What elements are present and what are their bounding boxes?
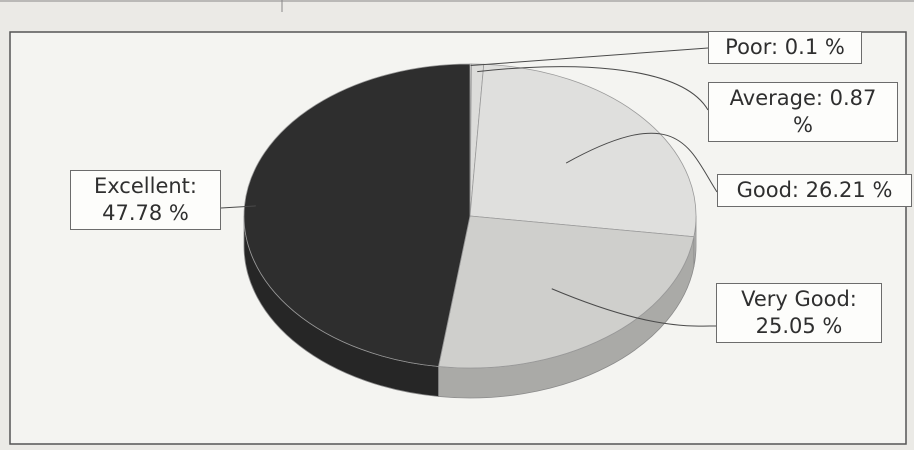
pie-slice-very-good xyxy=(438,215,695,369)
label-very-good-value: 25.05 % xyxy=(755,314,843,338)
pie-slice-good xyxy=(469,63,697,238)
label-poor-name: Poor: xyxy=(725,35,779,59)
label-poor-text: Poor: 0.1 % xyxy=(716,34,854,61)
label-good-text: Good: 26.21 % xyxy=(725,177,904,204)
leader-line-good xyxy=(565,132,718,193)
label-good: Good: 26.21 % xyxy=(717,174,912,207)
label-good-value: 26.21 % xyxy=(805,178,893,202)
label-poor: Poor: 0.1 % xyxy=(708,31,862,64)
label-good-name: Good: xyxy=(736,178,799,202)
label-average-name: Average: 0.87 xyxy=(729,86,877,110)
label-excellent-name: Excellent: xyxy=(93,174,197,198)
label-excellent: Excellent: 47.78 % xyxy=(70,170,221,230)
leader-line-excellent xyxy=(220,205,256,209)
label-poor-value: 0.1 % xyxy=(784,35,845,59)
label-average: Average: 0.87 % xyxy=(708,82,898,142)
leader-line-average xyxy=(477,66,709,111)
leader-line-poor xyxy=(470,47,709,67)
label-very-good-name: Very Good: xyxy=(741,287,857,311)
pie-slice-excellent xyxy=(243,63,471,367)
label-average-value: % xyxy=(793,113,813,137)
label-very-good: Very Good: 25.05 % xyxy=(716,283,882,343)
label-excellent-value: 47.78 % xyxy=(102,201,189,225)
leader-line-very-good xyxy=(551,288,717,327)
